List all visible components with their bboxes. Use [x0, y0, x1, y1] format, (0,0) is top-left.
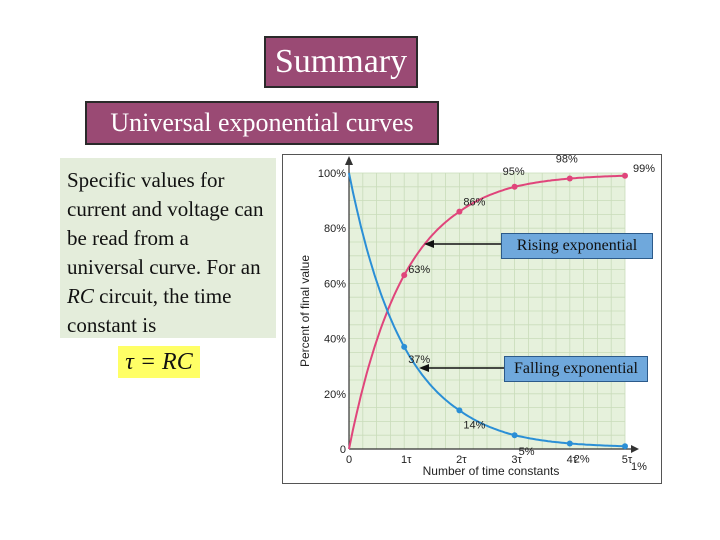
- data-point: [511, 432, 518, 439]
- data-label: 99%: [633, 163, 655, 175]
- y-tick-label: 60%: [324, 278, 346, 290]
- data-label: 37%: [408, 354, 430, 366]
- data-label: 2%: [574, 453, 590, 465]
- chart-frame: 0 1τ 2τ 3τ 4τ 5τ 0 20% 40% 60% 80% 100% 63% 86% 95% 98…: [282, 154, 662, 484]
- data-point: [566, 175, 573, 182]
- exponential-chart: 0 1τ 2τ 3τ 4τ 5τ 0 20% 40% 60% 80% 100% 63% 86% 95% 98…: [298, 154, 655, 478]
- x-tick-label: 1τ: [401, 454, 412, 466]
- data-label: 95%: [503, 166, 525, 178]
- data-label: 63%: [408, 264, 430, 276]
- x-tick-label: 5τ: [622, 454, 633, 466]
- slide-subtitle: Universal exponential curves: [85, 101, 439, 145]
- x-tick-label: 0: [346, 454, 352, 466]
- y-axis-label: Percent of final value: [298, 255, 312, 367]
- data-label: 5%: [519, 446, 535, 458]
- data-label: 14%: [463, 419, 485, 431]
- y-tick-label: 40%: [324, 334, 346, 346]
- slide-title: Summary: [264, 36, 418, 88]
- x-axis-arrow: [631, 445, 639, 453]
- description-text-1: Specific values for current and voltage …: [67, 168, 264, 279]
- rising-arrowhead: [424, 240, 434, 248]
- data-point: [401, 272, 408, 279]
- curves: [348, 172, 625, 450]
- series-line: [348, 172, 625, 448]
- rising-exponential-label: Rising exponential: [501, 233, 653, 259]
- data-label: 98%: [556, 155, 578, 166]
- y-axis-arrow: [345, 156, 353, 165]
- time-constant-formula: τ = RC: [118, 346, 200, 378]
- data-label: 86%: [463, 197, 485, 209]
- x-tick-label: 3τ: [511, 454, 522, 466]
- x-axis-label: Number of time constants: [423, 464, 560, 478]
- x-tick-label: 4τ: [567, 454, 578, 466]
- data-point: [456, 208, 463, 215]
- data-point: [456, 407, 463, 414]
- description-text-2: circuit, the time constant is: [67, 284, 232, 337]
- data-point: [566, 440, 573, 447]
- data-point: [401, 343, 408, 350]
- y-tick-label: 80%: [324, 223, 346, 235]
- data-point: [622, 443, 628, 450]
- grid-lines: [348, 172, 626, 450]
- data-label: 1%: [631, 461, 647, 473]
- y-tick-label: 20%: [324, 389, 346, 401]
- y-tick-label: 0: [340, 444, 346, 456]
- falling-arrowhead: [419, 364, 429, 372]
- data-point: [622, 172, 628, 179]
- data-marks: 63% 86% 95% 98% 99% 37% 14% 5% 2% 1%: [401, 154, 655, 473]
- data-point: [511, 183, 518, 190]
- x-tick-label: 2τ: [456, 454, 467, 466]
- tick-labels: 0 1τ 2τ 3τ 4τ 5τ 0 20% 40% 60% 80% 100%: [318, 168, 633, 466]
- description-text-rc: RC: [67, 284, 94, 308]
- falling-exponential-label: Falling exponential: [504, 356, 648, 382]
- y-tick-label: 100%: [318, 168, 346, 180]
- description-box: Specific values for current and voltage …: [60, 158, 276, 338]
- series-line: [348, 174, 625, 450]
